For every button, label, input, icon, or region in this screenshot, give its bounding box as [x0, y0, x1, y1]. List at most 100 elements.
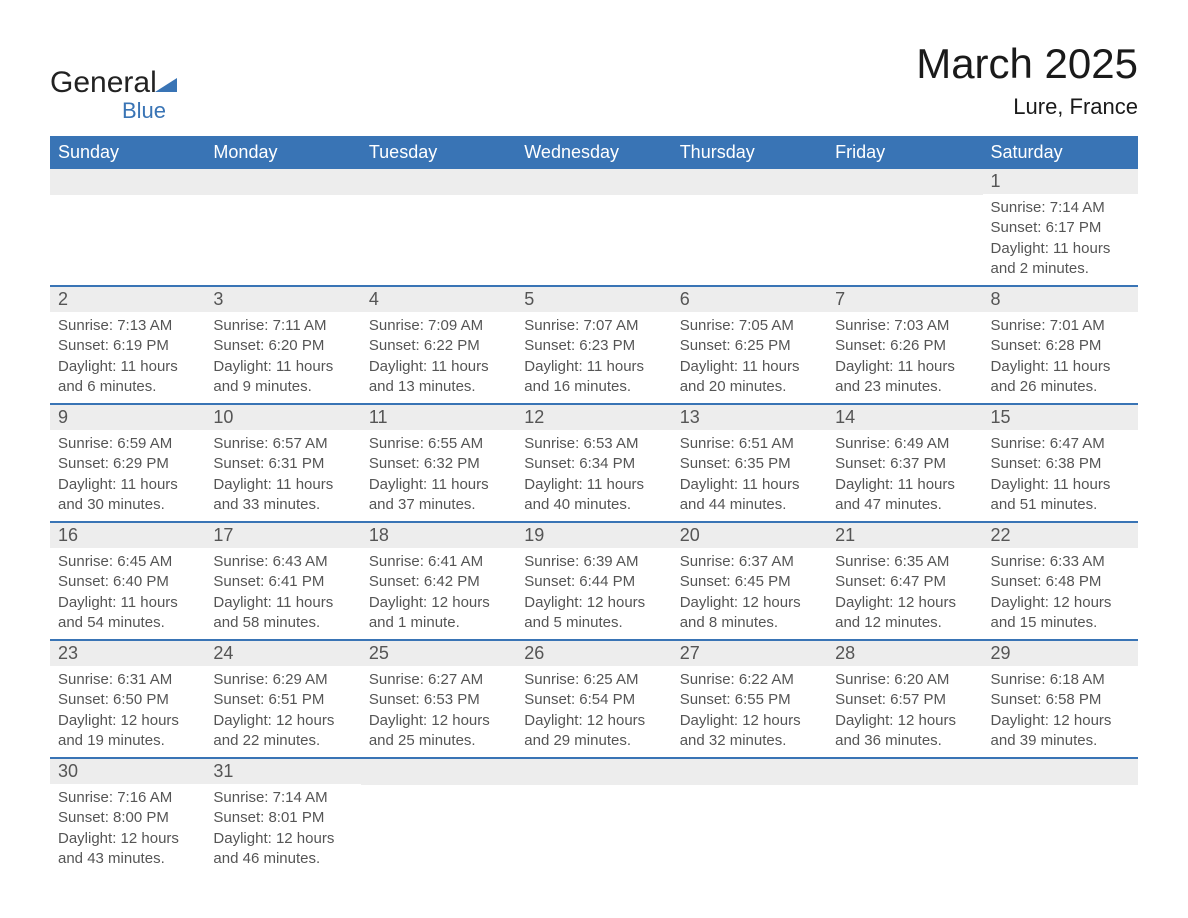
day-daylight1: Daylight: 11 hours — [680, 475, 819, 495]
day-cell: 14Sunrise: 6:49 AMSunset: 6:37 PMDayligh… — [827, 405, 982, 521]
calendar-header-row: SundayMondayTuesdayWednesdayThursdayFrid… — [50, 136, 1138, 169]
column-header: Thursday — [672, 136, 827, 169]
day-number: 24 — [205, 641, 360, 666]
day-daylight1: Daylight: 11 hours — [213, 475, 352, 495]
day-sunset: Sunset: 6:20 PM — [213, 336, 352, 356]
day-sunset: Sunset: 6:17 PM — [991, 218, 1130, 238]
day-cell: 10Sunrise: 6:57 AMSunset: 6:31 PMDayligh… — [205, 405, 360, 521]
day-daylight1: Daylight: 12 hours — [58, 829, 197, 849]
day-daylight1: Daylight: 11 hours — [213, 593, 352, 613]
day-number: 30 — [50, 759, 205, 784]
day-body: Sunrise: 7:01 AMSunset: 6:28 PMDaylight:… — [983, 312, 1138, 403]
day-sunset: Sunset: 6:28 PM — [991, 336, 1130, 356]
day-body: Sunrise: 6:22 AMSunset: 6:55 PMDaylight:… — [672, 666, 827, 757]
day-cell — [983, 759, 1138, 875]
day-daylight1: Daylight: 11 hours — [680, 357, 819, 377]
day-body: Sunrise: 6:51 AMSunset: 6:35 PMDaylight:… — [672, 430, 827, 521]
week-row: 1Sunrise: 7:14 AMSunset: 6:17 PMDaylight… — [50, 169, 1138, 285]
day-number: 15 — [983, 405, 1138, 430]
day-body: Sunrise: 6:29 AMSunset: 6:51 PMDaylight:… — [205, 666, 360, 757]
day-daylight2: and 12 minutes. — [835, 613, 974, 633]
day-sunset: Sunset: 6:31 PM — [213, 454, 352, 474]
day-body: Sunrise: 6:59 AMSunset: 6:29 PMDaylight:… — [50, 430, 205, 521]
day-sunset: Sunset: 6:26 PM — [835, 336, 974, 356]
day-daylight1: Daylight: 12 hours — [835, 711, 974, 731]
location: Lure, France — [916, 94, 1138, 120]
day-daylight1: Daylight: 11 hours — [213, 357, 352, 377]
day-daylight1: Daylight: 12 hours — [991, 711, 1130, 731]
day-number — [983, 759, 1138, 785]
day-body: Sunrise: 6:41 AMSunset: 6:42 PMDaylight:… — [361, 548, 516, 639]
day-body — [50, 195, 205, 205]
day-daylight1: Daylight: 11 hours — [58, 357, 197, 377]
day-cell: 4Sunrise: 7:09 AMSunset: 6:22 PMDaylight… — [361, 287, 516, 403]
day-number: 31 — [205, 759, 360, 784]
day-body — [827, 785, 982, 795]
day-sunset: Sunset: 6:34 PM — [524, 454, 663, 474]
day-cell: 7Sunrise: 7:03 AMSunset: 6:26 PMDaylight… — [827, 287, 982, 403]
day-number: 23 — [50, 641, 205, 666]
day-body: Sunrise: 6:20 AMSunset: 6:57 PMDaylight:… — [827, 666, 982, 757]
day-number — [361, 169, 516, 195]
day-daylight2: and 9 minutes. — [213, 377, 352, 397]
day-cell: 23Sunrise: 6:31 AMSunset: 6:50 PMDayligh… — [50, 641, 205, 757]
day-number: 22 — [983, 523, 1138, 548]
day-sunrise: Sunrise: 7:09 AM — [369, 316, 508, 336]
day-daylight1: Daylight: 12 hours — [524, 593, 663, 613]
day-cell: 12Sunrise: 6:53 AMSunset: 6:34 PMDayligh… — [516, 405, 671, 521]
day-number — [827, 759, 982, 785]
day-sunset: Sunset: 6:55 PM — [680, 690, 819, 710]
logo-triangle-icon — [155, 78, 177, 92]
day-number — [516, 169, 671, 195]
day-body: Sunrise: 7:14 AMSunset: 6:17 PMDaylight:… — [983, 194, 1138, 285]
day-daylight2: and 8 minutes. — [680, 613, 819, 633]
day-body — [205, 195, 360, 205]
day-number: 2 — [50, 287, 205, 312]
day-body — [361, 195, 516, 205]
day-daylight2: and 6 minutes. — [58, 377, 197, 397]
day-body: Sunrise: 6:39 AMSunset: 6:44 PMDaylight:… — [516, 548, 671, 639]
day-sunrise: Sunrise: 7:14 AM — [991, 198, 1130, 218]
day-sunset: Sunset: 6:37 PM — [835, 454, 974, 474]
day-cell: 9Sunrise: 6:59 AMSunset: 6:29 PMDaylight… — [50, 405, 205, 521]
day-daylight2: and 19 minutes. — [58, 731, 197, 751]
day-daylight2: and 47 minutes. — [835, 495, 974, 515]
column-header: Sunday — [50, 136, 205, 169]
day-number: 28 — [827, 641, 982, 666]
day-daylight1: Daylight: 12 hours — [369, 593, 508, 613]
day-cell: 19Sunrise: 6:39 AMSunset: 6:44 PMDayligh… — [516, 523, 671, 639]
day-cell — [361, 759, 516, 875]
week-row: 9Sunrise: 6:59 AMSunset: 6:29 PMDaylight… — [50, 403, 1138, 521]
day-number — [672, 759, 827, 785]
day-cell — [672, 169, 827, 285]
day-daylight1: Daylight: 11 hours — [369, 475, 508, 495]
week-row: 30Sunrise: 7:16 AMSunset: 8:00 PMDayligh… — [50, 757, 1138, 875]
day-cell: 30Sunrise: 7:16 AMSunset: 8:00 PMDayligh… — [50, 759, 205, 875]
day-cell: 27Sunrise: 6:22 AMSunset: 6:55 PMDayligh… — [672, 641, 827, 757]
day-cell: 24Sunrise: 6:29 AMSunset: 6:51 PMDayligh… — [205, 641, 360, 757]
calendar: SundayMondayTuesdayWednesdayThursdayFrid… — [50, 136, 1138, 875]
day-number — [50, 169, 205, 195]
day-daylight1: Daylight: 12 hours — [524, 711, 663, 731]
day-sunset: Sunset: 6:54 PM — [524, 690, 663, 710]
day-body: Sunrise: 7:16 AMSunset: 8:00 PMDaylight:… — [50, 784, 205, 875]
day-cell — [205, 169, 360, 285]
logo-word2: Blue — [122, 98, 177, 124]
day-cell: 2Sunrise: 7:13 AMSunset: 6:19 PMDaylight… — [50, 287, 205, 403]
day-sunrise: Sunrise: 6:29 AM — [213, 670, 352, 690]
day-cell — [50, 169, 205, 285]
day-sunrise: Sunrise: 6:51 AM — [680, 434, 819, 454]
day-number: 20 — [672, 523, 827, 548]
day-daylight2: and 15 minutes. — [991, 613, 1130, 633]
day-daylight2: and 2 minutes. — [991, 259, 1130, 279]
day-number: 27 — [672, 641, 827, 666]
day-sunset: Sunset: 6:29 PM — [58, 454, 197, 474]
day-sunset: Sunset: 6:58 PM — [991, 690, 1130, 710]
day-daylight2: and 36 minutes. — [835, 731, 974, 751]
day-cell: 11Sunrise: 6:55 AMSunset: 6:32 PMDayligh… — [361, 405, 516, 521]
day-cell — [827, 759, 982, 875]
day-daylight2: and 22 minutes. — [213, 731, 352, 751]
day-sunrise: Sunrise: 7:16 AM — [58, 788, 197, 808]
day-body — [361, 785, 516, 795]
day-daylight1: Daylight: 11 hours — [58, 593, 197, 613]
